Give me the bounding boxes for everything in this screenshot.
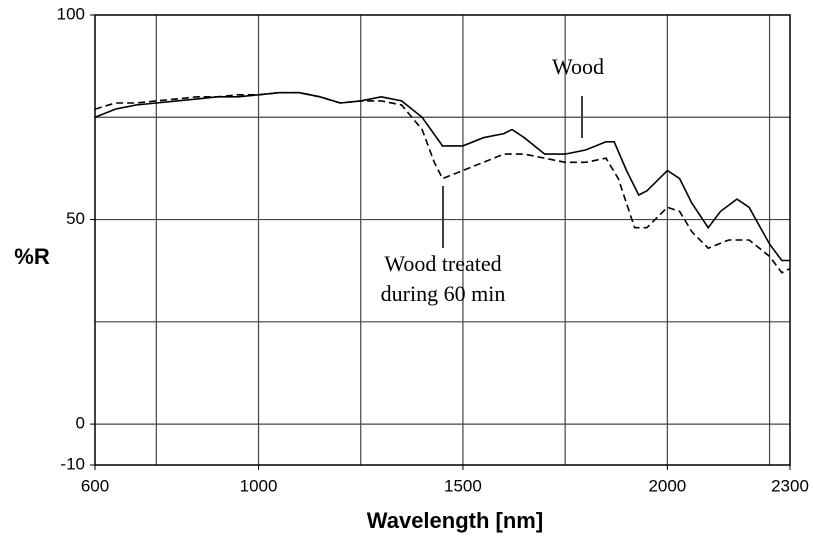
x-tick-label: 1000 [240,476,278,495]
x-tick-label: 1500 [444,476,482,495]
y-tick-label: 100 [57,4,85,23]
annotation: Wood treated [384,251,501,276]
annotation: Wood [552,54,604,79]
x-tick-label: 600 [81,476,109,495]
y-tick-label: 50 [66,209,85,228]
y-tick-label: 0 [76,414,85,433]
x-axis-label: Wavelength [nm] [367,508,543,533]
x-tick-label: 2300 [771,476,809,495]
line-series [94,91,790,262]
y-axis-label: %R [14,244,50,269]
y-tick-label: -10 [60,454,85,473]
x-tick-label: 2000 [648,476,686,495]
annotation: during 60 min [381,281,506,306]
plot-frame [94,14,791,466]
line-series [94,91,791,274]
